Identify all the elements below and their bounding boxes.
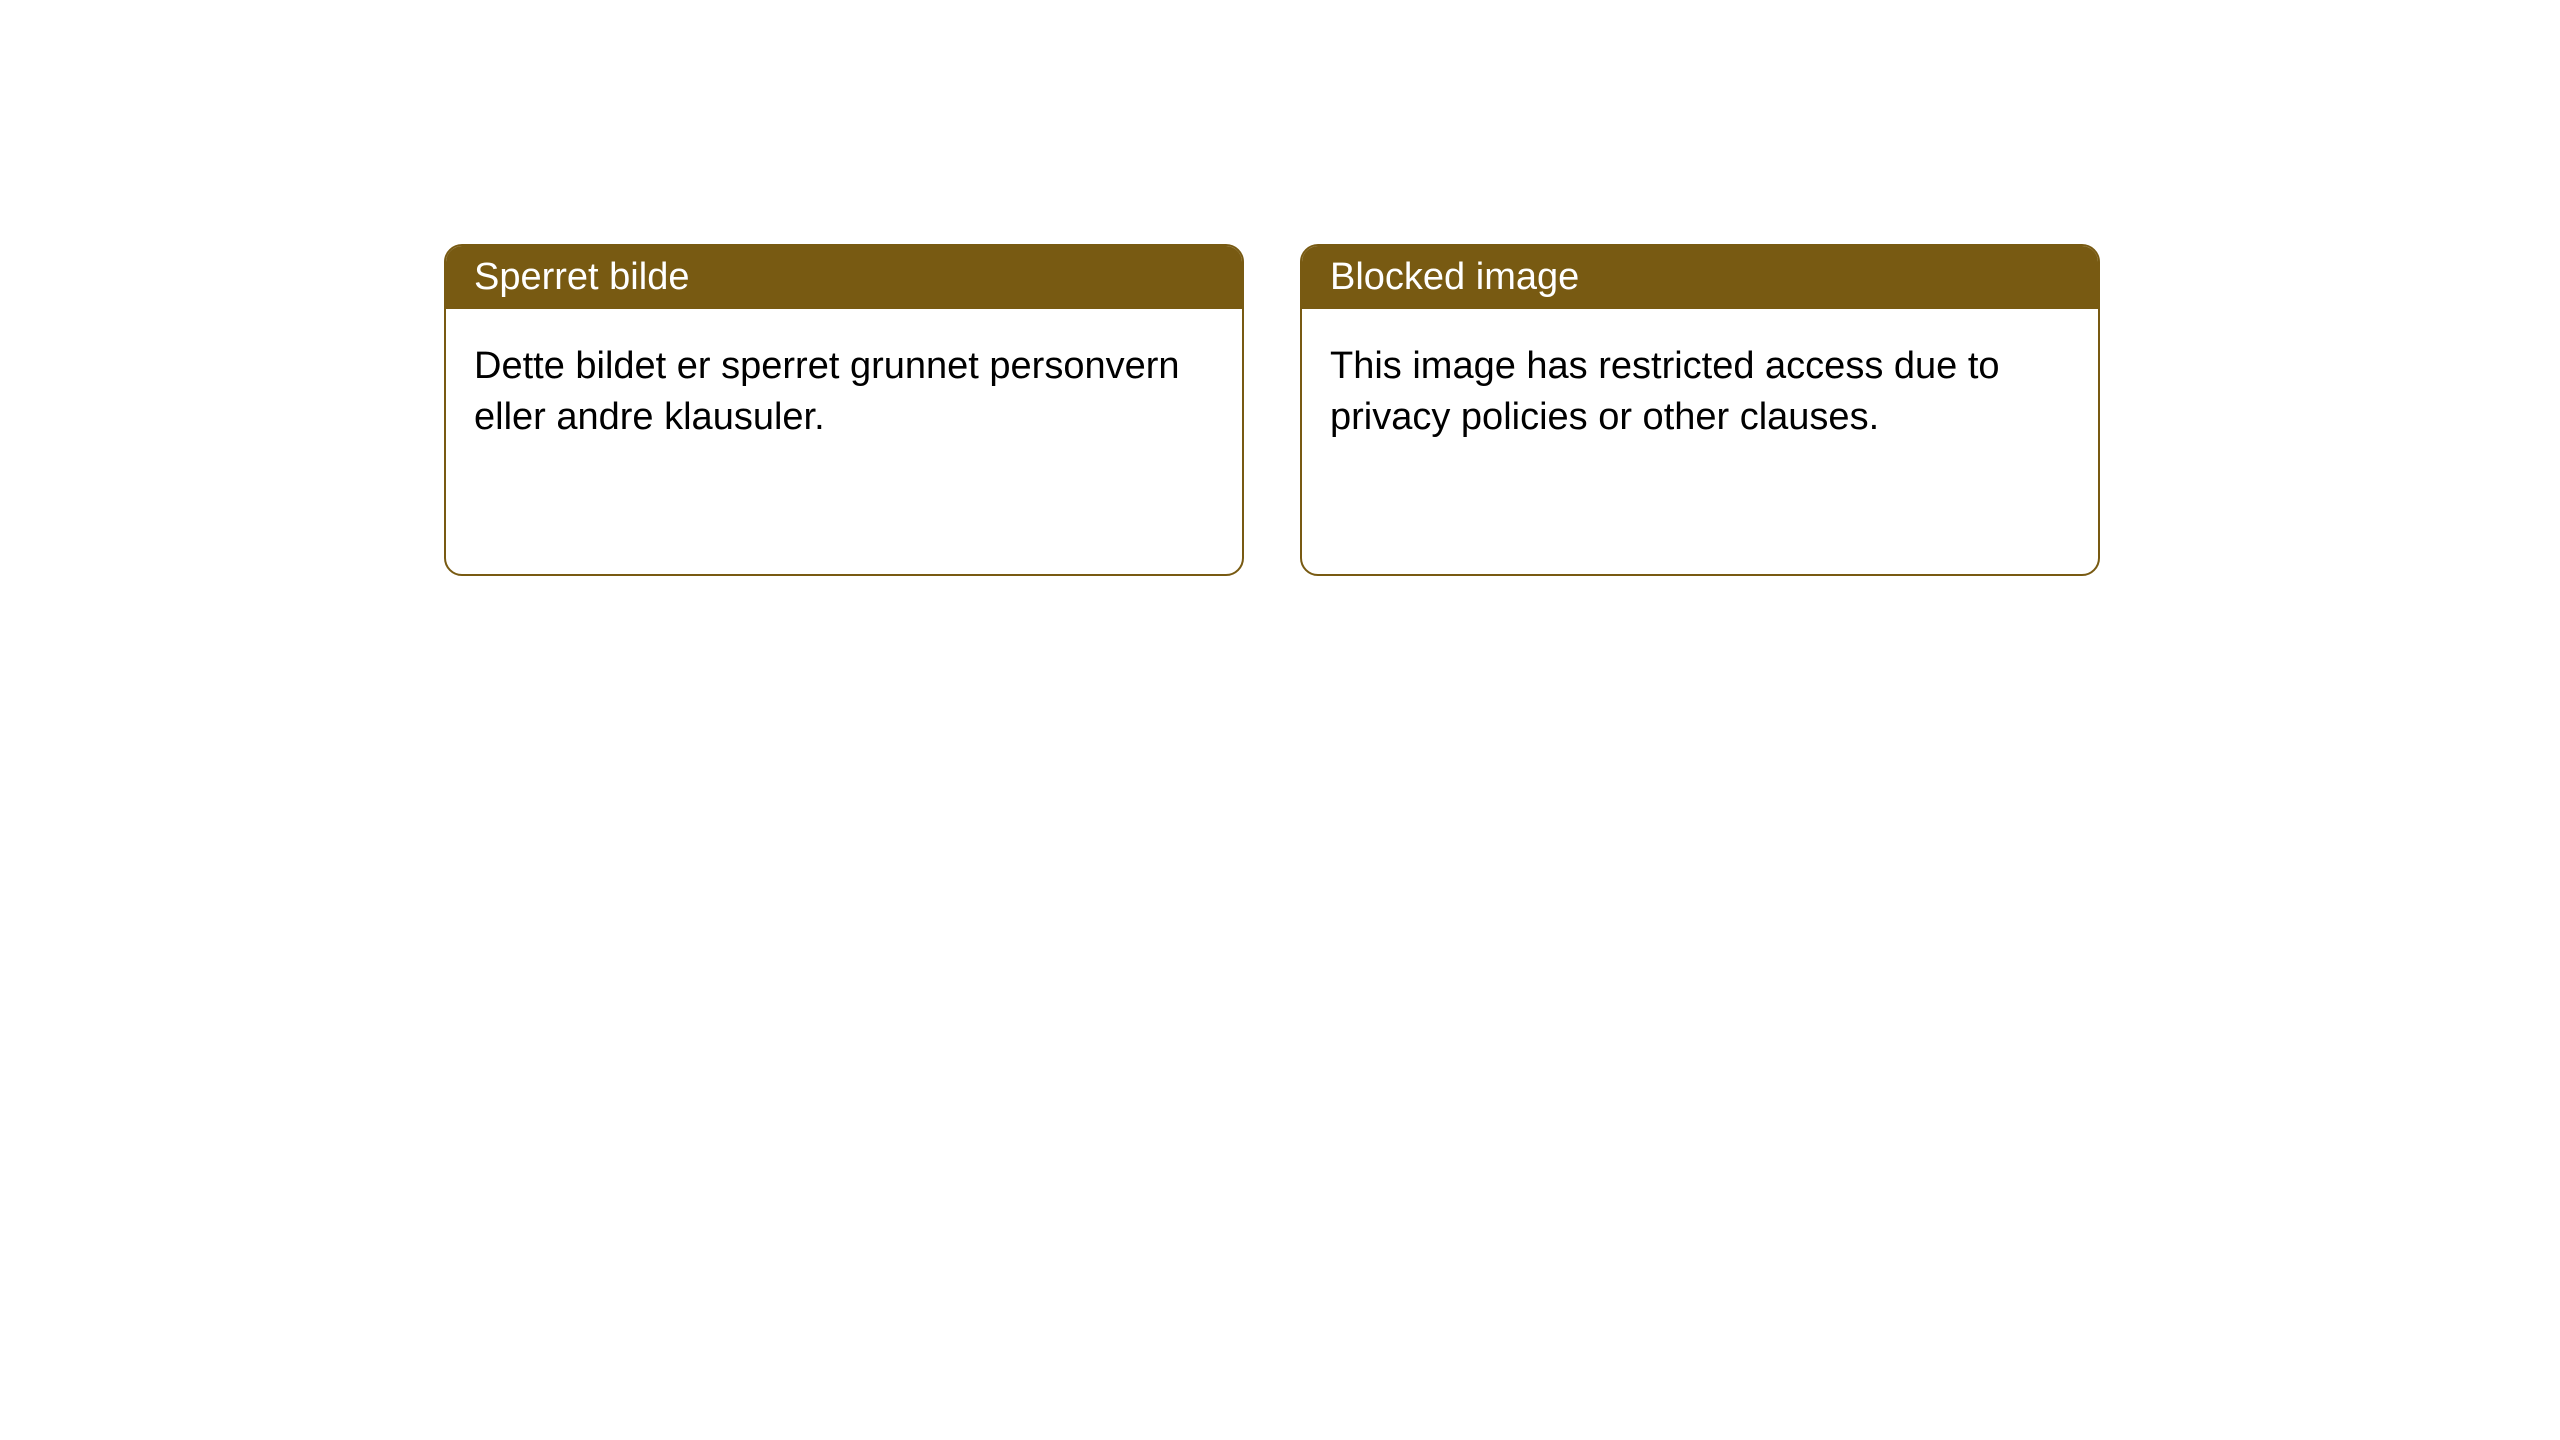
notice-card-english: Blocked image This image has restricted …: [1300, 244, 2100, 576]
notice-title-norwegian: Sperret bilde: [446, 246, 1242, 309]
notice-card-norwegian: Sperret bilde Dette bildet er sperret gr…: [444, 244, 1244, 576]
notice-container: Sperret bilde Dette bildet er sperret gr…: [0, 0, 2560, 576]
notice-body-english: This image has restricted access due to …: [1302, 309, 2098, 476]
notice-body-norwegian: Dette bildet er sperret grunnet personve…: [446, 309, 1242, 476]
notice-title-english: Blocked image: [1302, 246, 2098, 309]
